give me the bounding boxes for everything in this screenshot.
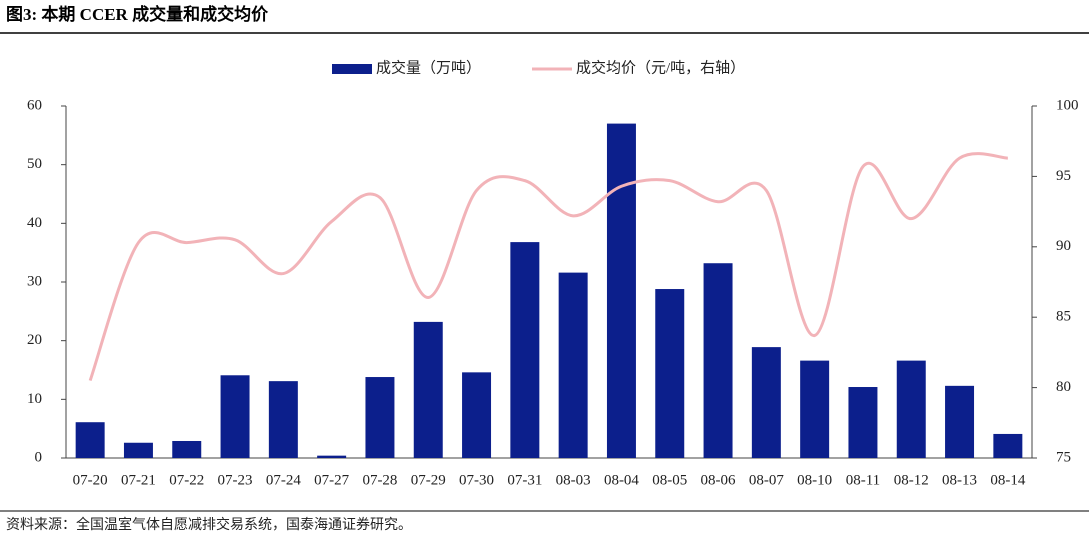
x-tick-label: 08-13 bbox=[942, 472, 977, 488]
legend-label: 成交量（万吨） bbox=[376, 58, 481, 76]
y2-tick-label: 95 bbox=[1056, 168, 1071, 184]
source-note: 资料来源：全国温室气体自愿减排交易系统，国泰海通证券研究。 bbox=[6, 516, 412, 533]
bar bbox=[317, 455, 347, 458]
bar bbox=[655, 289, 685, 458]
x-tick-label: 08-14 bbox=[990, 472, 1025, 488]
x-tick-label: 08-10 bbox=[797, 472, 832, 488]
x-tick-label: 07-30 bbox=[459, 472, 494, 488]
x-tick-label: 07-28 bbox=[362, 472, 397, 488]
x-tick-label: 07-29 bbox=[411, 472, 446, 488]
bar bbox=[462, 372, 492, 458]
bar bbox=[172, 440, 202, 458]
bar bbox=[993, 433, 1023, 458]
x-tick-label: 07-23 bbox=[218, 472, 253, 488]
bar bbox=[558, 272, 588, 458]
x-tick-label: 07-22 bbox=[169, 472, 204, 488]
bar bbox=[751, 347, 781, 458]
legend-label: 成交均价（元/吨，右轴） bbox=[576, 58, 745, 76]
chart-title: 图3: 本期 CCER 成交量和成交均价 bbox=[6, 4, 269, 24]
y-tick-label: 30 bbox=[27, 273, 42, 289]
y-tick-label: 50 bbox=[27, 156, 42, 172]
x-tick-label: 08-11 bbox=[846, 472, 880, 488]
y-tick-label: 20 bbox=[27, 332, 42, 348]
bar bbox=[510, 242, 540, 458]
x-tick-label: 07-20 bbox=[73, 472, 108, 488]
y-tick-label: 60 bbox=[27, 97, 42, 113]
bar bbox=[413, 321, 443, 458]
y2-tick-label: 90 bbox=[1056, 238, 1071, 254]
x-tick-label: 08-03 bbox=[556, 472, 591, 488]
x-tick-label: 07-21 bbox=[121, 472, 156, 488]
x-tick-label: 07-24 bbox=[266, 472, 301, 488]
x-tick-label: 08-07 bbox=[749, 472, 784, 488]
y-tick-label: 0 bbox=[35, 449, 43, 465]
bar bbox=[220, 375, 250, 458]
x-tick-label: 08-05 bbox=[652, 472, 687, 488]
line bbox=[88, 152, 1008, 382]
y2-tick-label: 85 bbox=[1056, 309, 1071, 325]
bar bbox=[848, 387, 878, 458]
bar bbox=[703, 263, 733, 458]
bar bbox=[896, 360, 926, 458]
bar bbox=[75, 422, 105, 458]
bar bbox=[365, 377, 395, 458]
y2-tick-label: 100 bbox=[1056, 97, 1079, 113]
y2-tick-label: 80 bbox=[1056, 379, 1071, 395]
x-tick-label: 08-12 bbox=[894, 472, 929, 488]
legend-swatch bbox=[332, 64, 372, 74]
y-tick-label: 10 bbox=[27, 391, 42, 407]
bar bbox=[268, 381, 298, 458]
y2-tick-label: 75 bbox=[1056, 449, 1071, 465]
x-tick-label: 07-27 bbox=[314, 472, 349, 488]
bar bbox=[945, 385, 975, 458]
bar bbox=[606, 123, 636, 458]
bar bbox=[800, 360, 830, 458]
y-tick-label: 40 bbox=[27, 215, 42, 231]
bar bbox=[123, 442, 153, 458]
x-tick-label: 07-31 bbox=[507, 472, 542, 488]
x-tick-label: 08-04 bbox=[604, 472, 639, 488]
x-tick-label: 08-06 bbox=[701, 472, 736, 488]
